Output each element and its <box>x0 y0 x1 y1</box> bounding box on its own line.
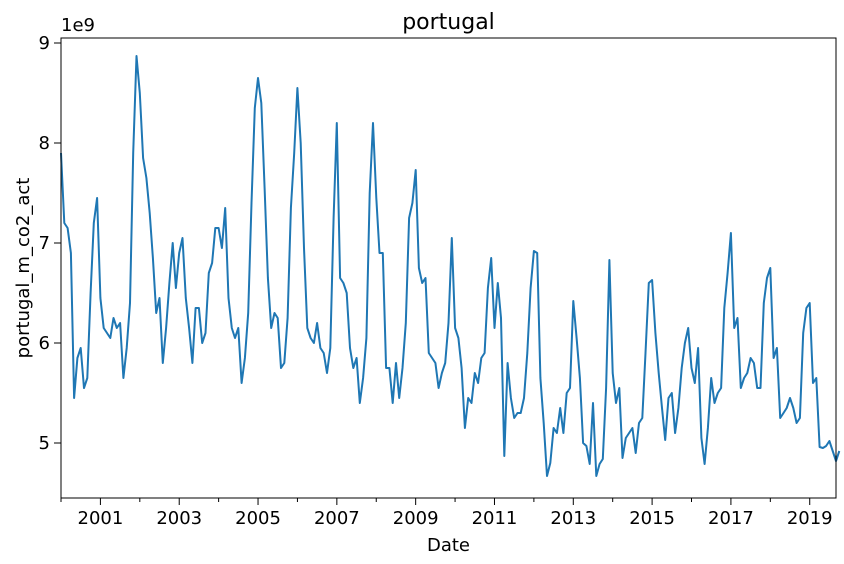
y-axis-label: portugal_m_co2_act <box>13 178 34 359</box>
x-tick-label: 2019 <box>787 508 833 529</box>
x-tick-label: 2013 <box>550 508 596 529</box>
x-tick-label: 2003 <box>156 508 202 529</box>
x-tick-label: 2015 <box>629 508 675 529</box>
y-tick-label: 9 <box>39 33 50 54</box>
y-tick-label: 8 <box>39 133 50 154</box>
y-tick-label: 5 <box>39 433 50 454</box>
y-tick-label: 7 <box>39 233 50 254</box>
series-line <box>60 55 841 477</box>
x-tick-label: 2007 <box>314 508 360 529</box>
x-tick-label: 2001 <box>78 508 124 529</box>
x-axis-label: Date <box>427 535 470 556</box>
y-axis: 5 6 7 8 9 <box>39 33 61 454</box>
plot-area <box>60 55 841 477</box>
x-tick-label: 2005 <box>235 508 281 529</box>
y-tick-label: 6 <box>39 333 50 354</box>
y-axis-offset-label: 1e9 <box>61 15 95 36</box>
x-axis: 2001 2003 2005 2007 2009 2011 2013 2015 2017 2019 <box>60 498 833 529</box>
x-tick-label: 2011 <box>472 508 518 529</box>
plot-frame <box>60 37 837 499</box>
chart-title: portugal <box>402 10 495 35</box>
x-tick-label: 2017 <box>708 508 754 529</box>
x-tick-label: 2009 <box>393 508 439 529</box>
